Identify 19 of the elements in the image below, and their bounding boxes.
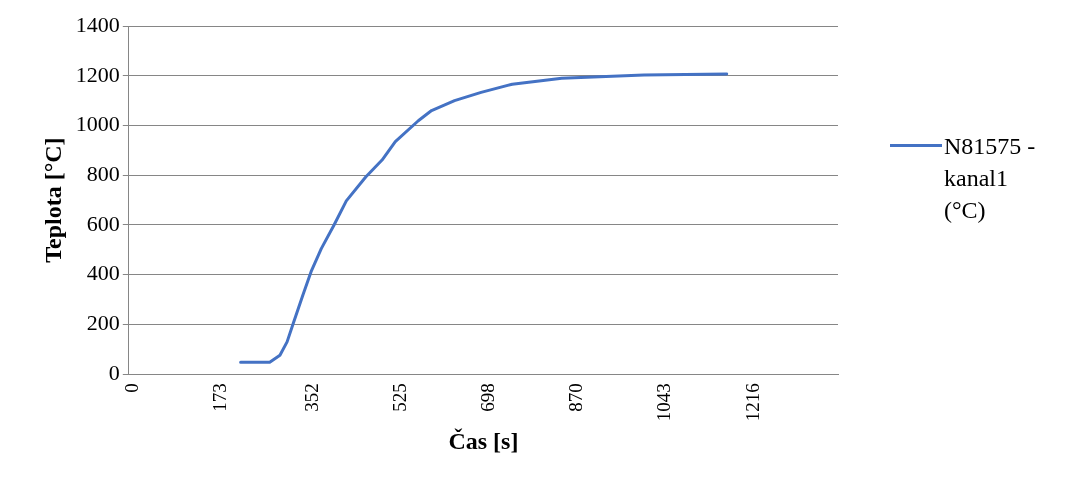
y-tick-label: 0 <box>108 359 120 385</box>
x-tick-label: 698 <box>477 383 499 412</box>
x-tick-label: 352 <box>300 383 322 412</box>
x-tick-label: 870 <box>564 383 586 412</box>
y-tick-label: 200 <box>86 310 120 336</box>
x-tick-label: 1043 <box>653 383 675 422</box>
legend-label: N81575 - kanal1 (°C) <box>944 132 1037 225</box>
x-tick-label: 1216 <box>741 383 763 422</box>
y-tick-label: 400 <box>86 260 120 286</box>
y-tick-label: 1400 <box>75 11 120 37</box>
y-axis-title: Teplota [°C] <box>39 137 66 263</box>
y-tick-label: 800 <box>86 161 120 187</box>
x-tick-label: 0 <box>120 383 142 393</box>
x-axis-title: Čas [s] <box>448 427 519 454</box>
x-tick-label: 173 <box>209 383 231 412</box>
y-tick-label: 1000 <box>75 111 120 137</box>
y-tick-label: 1200 <box>75 61 120 87</box>
x-tick-label: 525 <box>388 383 410 412</box>
y-tick-label: 600 <box>86 210 120 236</box>
